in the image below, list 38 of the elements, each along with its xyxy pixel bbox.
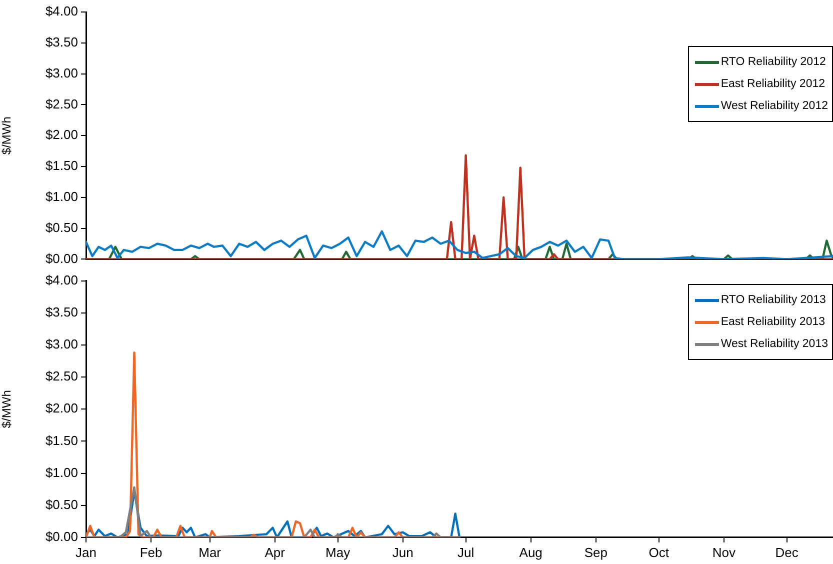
y-tick-label: $0.00 <box>45 528 78 544</box>
x-tick-label: Feb <box>140 544 162 560</box>
y-tick-label: $3.00 <box>45 65 78 80</box>
legend-label: RTO Reliability 2013 <box>720 294 826 306</box>
x-tick-label: Dec <box>775 544 799 560</box>
y-tick-label: $3.50 <box>45 304 78 320</box>
y-axis-title: $/MWh <box>0 116 14 155</box>
y-tick-label: $2.50 <box>45 368 78 384</box>
x-tick-label: Mar <box>198 544 222 560</box>
legend-label: RTO Reliability 2012 <box>720 56 826 68</box>
x-tick-label: Jan <box>76 544 96 560</box>
y-tick-label: $2.00 <box>45 400 78 416</box>
legend-label: East Reliability 2013 <box>720 316 826 328</box>
x-tick-label: Aug <box>519 544 542 560</box>
x-tick-label: Apr <box>264 544 286 560</box>
y-tick-label: $1.50 <box>45 158 78 174</box>
y-tick-label: $1.00 <box>45 464 78 480</box>
y-tick-label: $0.00 <box>45 250 78 266</box>
x-tick-label: Sep <box>584 544 608 560</box>
legend-label: West Reliability 2013 <box>720 338 828 350</box>
y-tick-label: $1.50 <box>45 432 78 448</box>
y-tick-label: $0.50 <box>45 496 78 512</box>
y-tick-label: $4.00 <box>45 272 78 288</box>
x-tick-label: May <box>326 544 351 560</box>
x-tick-label: Oct <box>648 544 670 560</box>
legend-label: East Reliability 2012 <box>720 78 826 90</box>
legend-label: West Reliability 2012 <box>720 100 828 112</box>
x-tick-label: Jun <box>392 544 414 560</box>
x-tick-label: Jul <box>457 544 474 560</box>
x-tick-label: Nov <box>712 544 736 560</box>
y-tick-label: $3.00 <box>45 336 78 352</box>
y-tick-label: $0.50 <box>45 220 78 235</box>
y-tick-label: $4.00 <box>45 4 78 19</box>
y-tick-label: $1.00 <box>45 188 78 204</box>
y-tick-label: $2.00 <box>45 127 78 142</box>
y-tick-label: $2.50 <box>45 96 78 112</box>
y-tick-label: $3.50 <box>45 34 78 50</box>
y-axis-title: $/MWh <box>0 390 14 428</box>
